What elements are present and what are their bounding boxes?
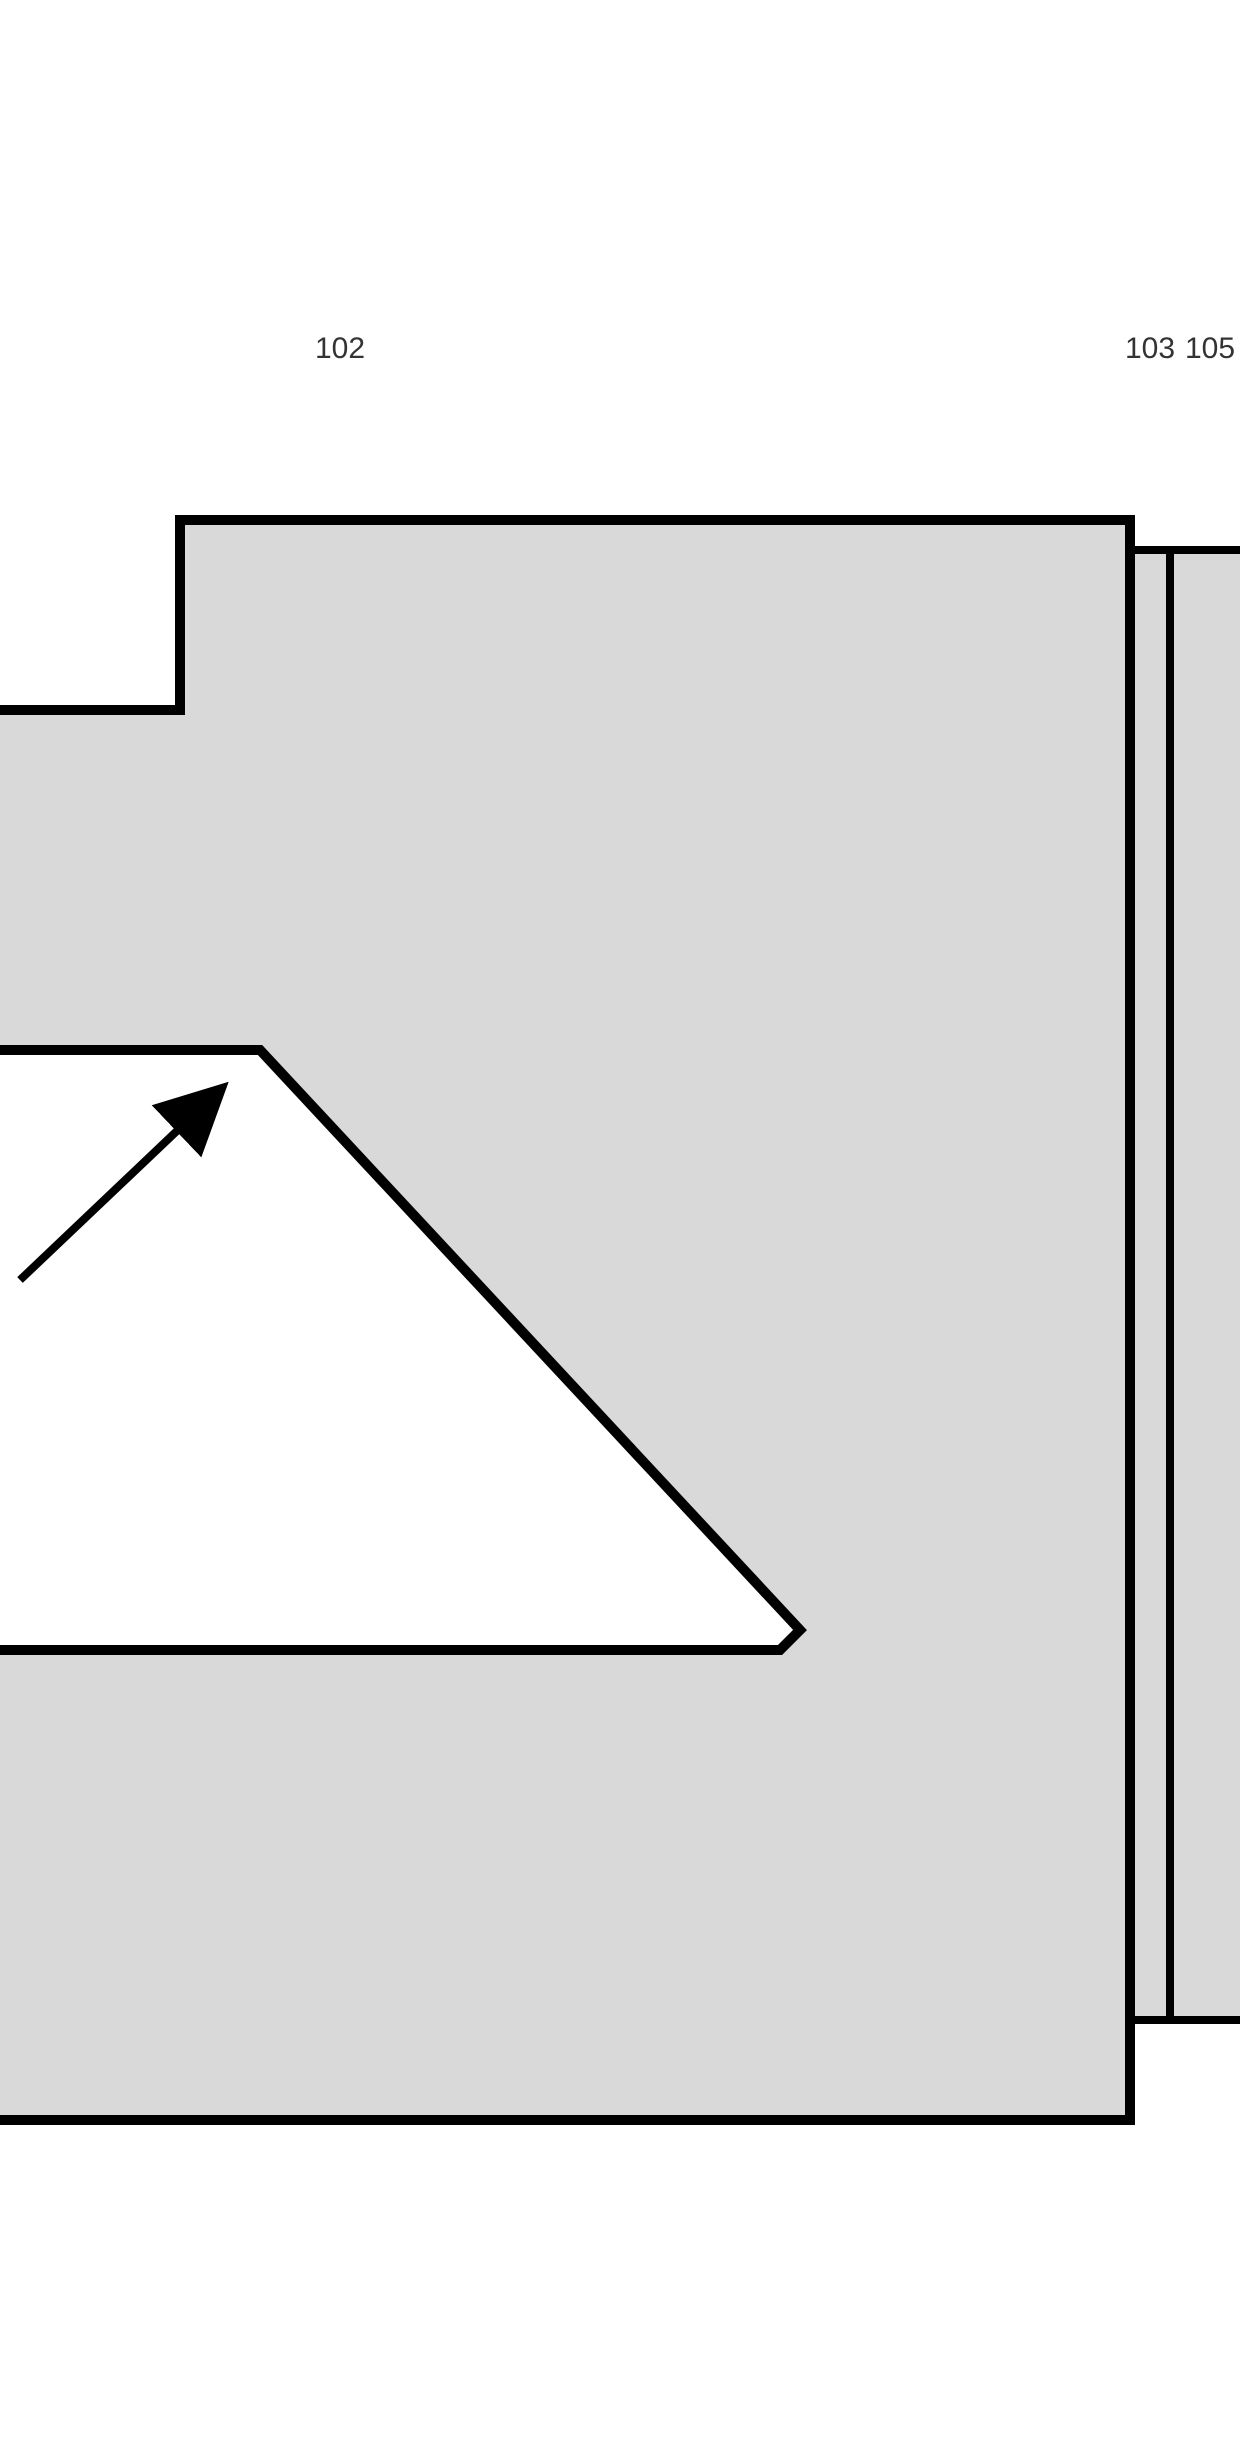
- figure-svg: 102 103 105 107 109 110 114 140 FIG. 3: [0, 0, 1240, 2462]
- page: 102 103 105 107 109 110 114 140 FIG. 3: [0, 0, 1240, 2462]
- layer-105: [1170, 550, 1240, 2020]
- figure-group: 102 103 105 107 109 110 114 140 FIG. 3: [0, 332, 1240, 2120]
- substrate-102: [0, 520, 1130, 2120]
- label-103: 103: [1125, 332, 1175, 365]
- layer-stack: [1130, 520, 1240, 2050]
- layer-103: [1130, 550, 1170, 2020]
- arrow-110: [20, 1090, 220, 1280]
- label-105: 105: [1185, 332, 1235, 365]
- label-102: 102: [315, 332, 365, 365]
